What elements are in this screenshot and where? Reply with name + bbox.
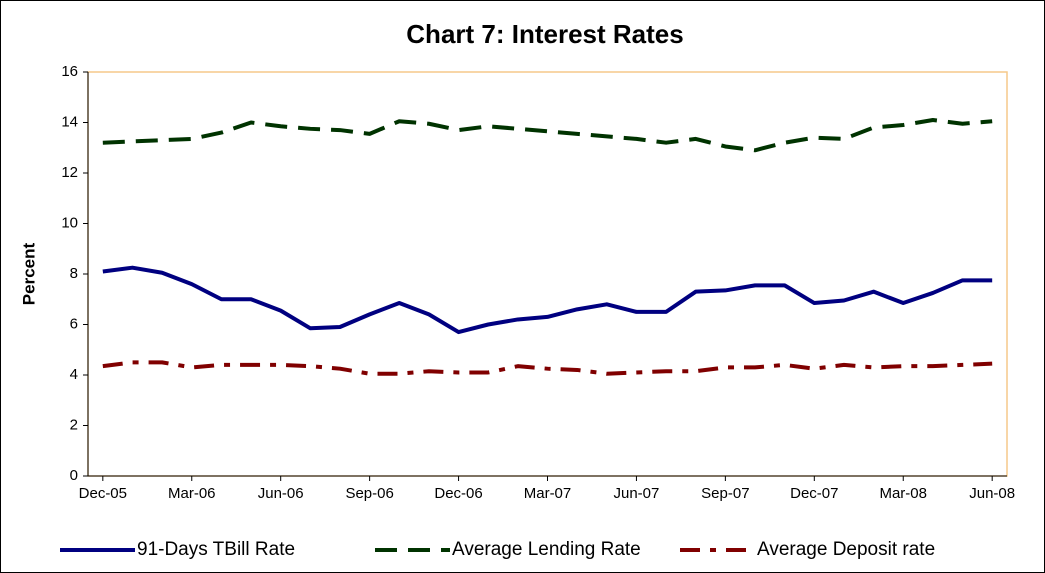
- x-tick-label: Dec-05: [79, 485, 127, 502]
- series-line: [102, 117, 993, 153]
- y-tick-label: 0: [70, 467, 78, 484]
- y-tick-label: 10: [61, 214, 78, 231]
- x-tick-label: Mar-07: [524, 485, 572, 502]
- y-tick-label: 2: [70, 416, 78, 433]
- chart-title: Chart 7: Interest Rates: [406, 19, 683, 49]
- x-tick-label: Mar-06: [168, 485, 216, 502]
- series-line: [102, 360, 993, 376]
- y-tick-label: 16: [61, 63, 78, 80]
- legend-label: 91-Days TBill Rate: [137, 539, 295, 560]
- x-tick-label: Dec-06: [434, 485, 482, 502]
- x-tick-label: Jun-06: [258, 485, 304, 502]
- x-tick-label: Jun-08: [969, 485, 1015, 502]
- x-tick-label: Mar-08: [879, 485, 927, 502]
- legend-label: Average Deposit rate: [757, 539, 935, 560]
- legend-label: Average Lending Rate: [452, 539, 641, 560]
- series-line: [102, 265, 993, 335]
- x-tick-label: Jun-07: [613, 485, 659, 502]
- y-tick-label: 6: [70, 315, 78, 332]
- x-tick-label: Sep-06: [345, 485, 393, 502]
- y-tick-label: 8: [70, 265, 78, 282]
- y-tick-label: 4: [70, 366, 78, 383]
- x-tick-label: Dec-07: [790, 485, 838, 502]
- y-tick-label: 14: [61, 113, 78, 130]
- y-axis-label: Percent: [19, 242, 38, 305]
- x-tick-label: Sep-07: [701, 485, 749, 502]
- y-tick-label: 12: [61, 164, 78, 181]
